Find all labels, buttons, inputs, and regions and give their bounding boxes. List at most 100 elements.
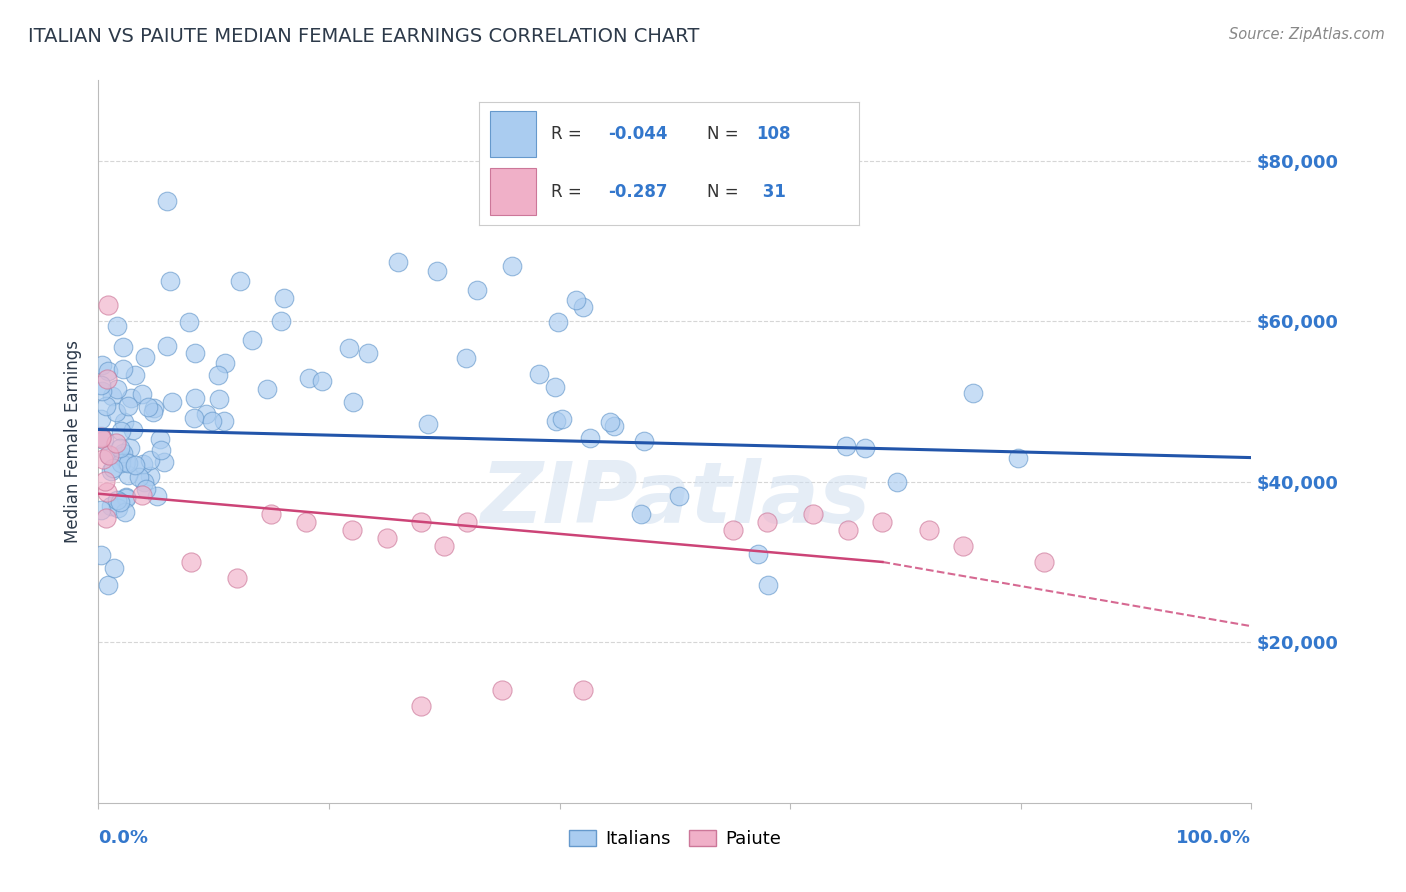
- Point: [112, 446, 135, 460]
- Point: [456, 515, 478, 529]
- Point: [103, 561, 125, 575]
- Point: [110, 456, 132, 470]
- Point: [527, 368, 550, 382]
- Point: [1032, 555, 1054, 569]
- Point: [214, 356, 236, 370]
- Point: [572, 300, 595, 314]
- Point: [917, 523, 939, 537]
- Point: [340, 523, 363, 537]
- Point: [160, 394, 183, 409]
- Point: [117, 399, 139, 413]
- Point: [387, 254, 409, 268]
- Point: [156, 194, 179, 208]
- Point: [184, 346, 207, 360]
- Point: [91, 451, 114, 466]
- Point: [225, 571, 247, 585]
- Point: [142, 405, 165, 419]
- Point: [100, 500, 122, 514]
- Text: ITALIAN VS PAIUTE MEDIAN FEMALE EARNINGS CORRELATION CHART: ITALIAN VS PAIUTE MEDIAN FEMALE EARNINGS…: [28, 27, 700, 45]
- Point: [256, 382, 278, 396]
- Point: [411, 699, 433, 714]
- Point: [721, 523, 744, 537]
- Point: [103, 461, 125, 475]
- Point: [295, 515, 318, 529]
- Point: [148, 432, 170, 446]
- Point: [886, 475, 908, 490]
- Point: [90, 549, 112, 563]
- Point: [131, 487, 153, 501]
- Point: [115, 491, 138, 506]
- Text: 0.0%: 0.0%: [98, 829, 149, 847]
- Point: [411, 515, 433, 529]
- Point: [90, 503, 112, 517]
- Point: [544, 380, 567, 394]
- Point: [952, 539, 974, 553]
- Point: [801, 507, 824, 521]
- Point: [433, 539, 456, 553]
- Point: [456, 351, 478, 366]
- Point: [138, 452, 160, 467]
- Point: [668, 489, 690, 503]
- Point: [1007, 451, 1029, 466]
- Point: [136, 400, 159, 414]
- Point: [184, 391, 207, 405]
- Point: [853, 441, 876, 455]
- Point: [112, 415, 135, 429]
- Point: [135, 482, 157, 496]
- Point: [115, 490, 138, 504]
- Point: [132, 458, 155, 472]
- Point: [149, 443, 172, 458]
- Point: [599, 415, 621, 429]
- Point: [603, 419, 626, 434]
- Point: [565, 293, 588, 307]
- Point: [107, 500, 129, 515]
- Point: [298, 371, 321, 385]
- Point: [91, 384, 114, 398]
- Point: [426, 263, 449, 277]
- Point: [117, 468, 139, 483]
- Text: ZIPatlas: ZIPatlas: [479, 458, 870, 541]
- Point: [207, 368, 229, 383]
- Point: [134, 351, 156, 365]
- Point: [270, 314, 292, 328]
- Point: [97, 448, 120, 462]
- Point: [96, 485, 118, 500]
- Point: [134, 475, 156, 489]
- Point: [208, 392, 231, 407]
- Point: [201, 414, 224, 428]
- Point: [104, 405, 127, 419]
- Point: [117, 456, 139, 470]
- Point: [90, 431, 112, 445]
- Point: [105, 382, 128, 396]
- Point: [111, 449, 134, 463]
- Point: [311, 374, 333, 388]
- Point: [96, 400, 118, 414]
- Point: [90, 378, 112, 392]
- Point: [114, 455, 136, 469]
- Point: [100, 464, 122, 478]
- Point: [183, 411, 205, 425]
- Point: [630, 507, 652, 521]
- Text: 100.0%: 100.0%: [1177, 829, 1251, 847]
- Point: [547, 315, 569, 329]
- Point: [159, 274, 181, 288]
- Point: [579, 431, 602, 445]
- Point: [105, 492, 128, 507]
- Point: [756, 515, 779, 529]
- Point: [375, 531, 398, 545]
- Point: [120, 391, 142, 405]
- Point: [96, 372, 118, 386]
- Point: [139, 469, 162, 483]
- Point: [962, 385, 984, 400]
- Point: [633, 434, 655, 448]
- Point: [180, 555, 202, 569]
- Point: [93, 433, 115, 447]
- Point: [491, 683, 513, 698]
- Point: [110, 425, 132, 439]
- Point: [273, 291, 295, 305]
- Y-axis label: Median Female Earnings: Median Female Earnings: [65, 340, 83, 543]
- Point: [872, 515, 894, 529]
- Point: [195, 407, 218, 421]
- Point: [544, 414, 567, 428]
- Point: [108, 442, 131, 456]
